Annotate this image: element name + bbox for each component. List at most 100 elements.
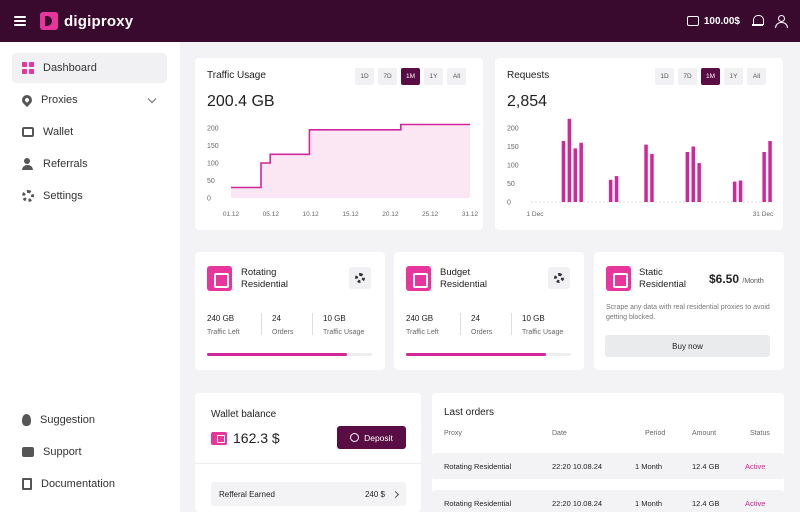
range-tab-all[interactable]: All: [447, 68, 466, 85]
traffic-progress-bar: [406, 353, 571, 356]
stat-orders: 24 Orders: [272, 314, 293, 336]
divider: [511, 313, 512, 335]
wallet-card: Wallet balance 162.3 $ Deposit Refferal …: [195, 393, 421, 512]
menu-icon[interactable]: [14, 16, 26, 26]
y-tick-label: 0: [207, 196, 211, 203]
gear-icon: [554, 273, 564, 283]
range-tab-7d[interactable]: 7D: [678, 68, 697, 85]
chevron-down-icon[interactable]: [147, 94, 157, 103]
sidebar-item-referrals[interactable]: Referrals: [12, 149, 167, 179]
sidebar-item-support[interactable]: Support: [12, 437, 167, 467]
plan-settings-button[interactable]: [349, 267, 371, 289]
plan-price: $6.50 /Month: [709, 272, 764, 286]
stat-value: 240 GB: [406, 314, 434, 323]
range-tab-1d[interactable]: 1D: [355, 68, 374, 85]
stat-label: Traffic Usage: [323, 329, 365, 336]
price-period: /Month: [742, 278, 764, 285]
bar: [573, 148, 577, 202]
plan-icon: [207, 266, 232, 291]
referral-earned-row[interactable]: Refferal Earned 240 $: [211, 482, 406, 506]
bell-icon[interactable]: [752, 15, 764, 27]
cell-date: 22:20 10.08.24: [552, 462, 603, 471]
balance-indicator[interactable]: 100.00$: [686, 16, 740, 27]
sidebar-item-label: Support: [43, 446, 82, 458]
stat-traffic-usage: 10 GB Traffic Usage: [323, 314, 364, 336]
stat-value: 10 GB: [323, 314, 346, 323]
requests-value: 2,854: [507, 93, 548, 110]
sidebar-item-settings[interactable]: Settings: [12, 181, 167, 211]
sidebar-item-wallet[interactable]: Wallet: [12, 117, 167, 147]
range-tab-7d[interactable]: 7D: [378, 68, 397, 85]
bar: [685, 152, 690, 202]
stat-value: 24: [272, 314, 281, 323]
bar: [567, 118, 572, 203]
cell-proxy: Rotating Residential: [444, 499, 512, 508]
sidebar-item-suggestion[interactable]: Suggestion: [12, 405, 167, 435]
buy-now-button[interactable]: Buy now: [605, 335, 770, 357]
cell-date: 22:20 10.08.24: [552, 499, 603, 508]
cell-period: 1 Month: [635, 462, 663, 471]
bar: [561, 141, 566, 202]
plan-settings-button[interactable]: [548, 267, 570, 289]
bar: [608, 179, 613, 202]
progress-fill: [406, 353, 547, 356]
traffic-chart: 0 50 100 150 200 01.12 05.12 10.12 15.12 20.12 25.…: [207, 123, 479, 218]
sidebar-item-documentation[interactable]: Documentation: [12, 469, 167, 499]
y-tick-label: 150: [207, 143, 219, 150]
bar: [691, 146, 695, 202]
traffic-progress-bar: [207, 353, 372, 356]
x-tick-label: 1 Dec: [527, 211, 545, 218]
stat-value: 10 GB: [522, 314, 545, 323]
x-tick-label: 01.12: [223, 211, 240, 218]
gear-icon: [355, 273, 365, 283]
bar: [579, 142, 583, 202]
cell-period: 1 Month: [635, 499, 663, 508]
plan-card-rotating: Rotating Residential 240 GB Traffic Left…: [195, 252, 385, 370]
column-header-status: Status: [750, 430, 770, 437]
user-icon[interactable]: [775, 15, 788, 28]
y-tick-label: 50: [207, 178, 215, 185]
card-title: Requests: [507, 70, 550, 81]
sidebar-item-label: Settings: [43, 190, 83, 202]
sidebar-item-label: Proxies: [41, 94, 78, 106]
referral-amount: 240 $: [364, 489, 385, 499]
plan-description: Scrape any data with real residential pr…: [606, 304, 770, 321]
stat-traffic-left: 240 GB Traffic Left: [406, 314, 439, 336]
deposit-button[interactable]: Deposit: [337, 426, 406, 449]
stat-traffic-left: 240 GB Traffic Left: [207, 314, 240, 336]
divider: [460, 313, 461, 335]
range-tab-1m[interactable]: 1M: [701, 68, 720, 85]
traffic-value: 200.4 GB: [207, 93, 275, 110]
range-tab-1y[interactable]: 1Y: [424, 68, 443, 85]
app-logo-text[interactable]: digiproxy: [64, 12, 134, 30]
bar: [614, 176, 619, 202]
stat-label: Orders: [272, 329, 294, 336]
divider: [312, 313, 313, 335]
x-tick-label: 20.12: [382, 211, 399, 218]
lightbulb-icon: [22, 414, 31, 426]
plan-name: Budget Residential: [440, 267, 487, 290]
table-row[interactable]: Rotating Residential 22:20 10.08.24 1 Mo…: [432, 453, 784, 479]
sidebar-item-proxies[interactable]: Proxies: [12, 85, 167, 115]
column-header-amount: Amount: [692, 430, 717, 437]
progress-fill: [207, 353, 348, 356]
range-tab-all[interactable]: All: [747, 68, 766, 85]
stat-value: 240 GB: [207, 314, 235, 323]
divider: [261, 313, 262, 335]
requests-card: Requests 2,854 1D 7D 1M 1Y All 0 50 100 150…: [495, 58, 783, 230]
range-tab-1y[interactable]: 1Y: [724, 68, 743, 85]
sidebar-item-label: Suggestion: [40, 414, 96, 426]
table-row[interactable]: Rotating Residential 22:20 10.08.24 1 Mo…: [432, 490, 784, 512]
x-tick-label: 15.12: [342, 211, 359, 218]
range-tab-1m[interactable]: 1M: [401, 68, 420, 85]
chevron-right-icon: [391, 490, 400, 498]
stat-label: Orders: [471, 329, 493, 336]
y-tick-label: 100: [507, 163, 519, 170]
range-tab-1d[interactable]: 1D: [655, 68, 674, 85]
gear-icon: [22, 190, 34, 202]
price-value: $6.50: [709, 272, 740, 286]
bar: [762, 152, 766, 202]
sidebar-item-dashboard[interactable]: Dashboard: [12, 53, 167, 83]
top-bar: digiproxy 100.00$: [0, 0, 800, 42]
bar: [650, 153, 654, 202]
